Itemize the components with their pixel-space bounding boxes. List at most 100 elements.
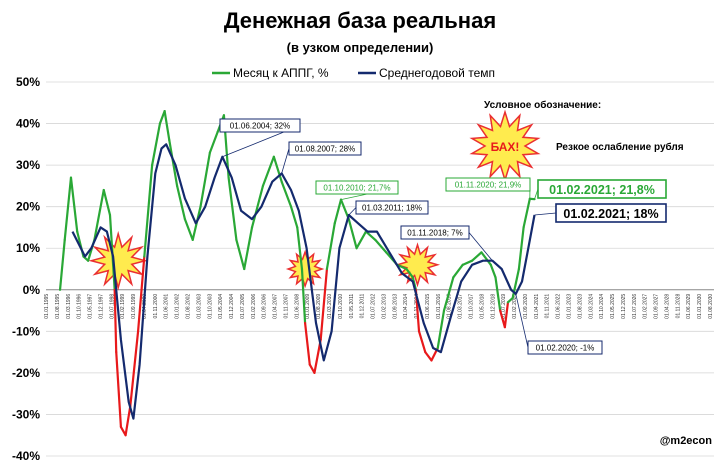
series-monthly-segment	[113, 288, 118, 354]
series-monthly-segment	[227, 176, 238, 242]
series-monthly-segment	[396, 263, 408, 271]
series-monthly-segment	[347, 218, 358, 250]
annotation-leader	[468, 232, 493, 261]
series-monthly-segment	[158, 109, 166, 125]
series-monthly-segment	[522, 197, 531, 229]
annotation-box	[219, 118, 301, 133]
legend-label-monthly: Месяц к АППГ, %	[233, 66, 329, 80]
series-monthly-segment	[176, 184, 187, 221]
series-monthly-segment	[303, 321, 311, 366]
x-tick-label: 01.01.1995	[44, 294, 50, 319]
watermark-text: @m2econ	[660, 435, 713, 447]
x-tick-label: 01.08.2002	[186, 294, 192, 319]
series-average-line	[71, 143, 536, 420]
x-tick-label: 01.05.2004	[218, 294, 224, 319]
crisis-burst	[285, 249, 325, 289]
x-tick-label: 01.05.1997	[88, 294, 94, 319]
x-tick-label: 01.12.1997	[98, 294, 104, 319]
series-monthly-segment	[355, 230, 368, 250]
annotation-leader	[281, 148, 290, 174]
legend-note-heading: Условное обозначение:	[484, 99, 601, 111]
x-tick-label: 01.04.2007	[273, 294, 279, 319]
series-monthly-segment	[296, 226, 304, 271]
y-tick-label: -20%	[12, 366, 40, 380]
x-tick-label: 01.05.2018	[479, 294, 485, 319]
series-monthly-segment	[280, 180, 293, 208]
annotation-label: 01.02.2021; 21,8%	[549, 183, 655, 197]
x-tick-label: 01.06.2015	[425, 294, 431, 319]
series-monthly-segment	[470, 251, 483, 262]
x-tick-label: 01.11.2021	[545, 294, 551, 319]
x-tick-label: 01.01.2030	[697, 294, 703, 319]
x-tick-label: 01.02.2006	[251, 294, 257, 319]
x-tick-label: 01.09.2027	[654, 294, 660, 319]
annotation-leader	[515, 293, 529, 348]
crisis-burst	[88, 230, 149, 291]
x-tick-label: 01.08.2009	[316, 294, 322, 319]
y-tick-label: 50%	[16, 75, 40, 89]
x-tick-label: 01.05.2011	[349, 294, 355, 319]
x-tick-label: 01.06.2001	[164, 294, 170, 319]
series-monthly-segment	[151, 122, 162, 167]
series-monthly-segment	[272, 155, 283, 183]
annotation-box	[527, 340, 603, 355]
x-tick-label: 01.03.1996	[66, 294, 72, 319]
x-tick-label: 01.10.2010	[338, 294, 344, 319]
series-monthly-segment	[424, 351, 433, 362]
x-tick-label: 01.06.2008	[294, 294, 300, 319]
x-tick-label: 01.12.2025	[621, 294, 627, 319]
y-tick-label: -10%	[12, 324, 40, 338]
series-monthly-segment	[243, 226, 254, 271]
series-monthly-segment	[208, 130, 219, 154]
series-monthly-segment	[364, 230, 377, 242]
x-tick-label: 01.02.1999	[120, 294, 126, 319]
series-monthly-segment	[102, 188, 112, 217]
x-tick-label: 01.09.2006	[262, 294, 268, 319]
y-tick-label: -40%	[12, 449, 40, 463]
x-tick-label: 01.04.2021	[534, 294, 540, 319]
x-tick-label: 01.02.2013	[381, 294, 387, 319]
series-monthly-segment	[199, 151, 211, 208]
x-tick-label: 01.01.2002	[175, 294, 181, 319]
y-tick-label: 20%	[16, 200, 40, 214]
series-monthly-segment	[405, 267, 414, 279]
x-tick-label: 01.09.2013	[392, 294, 398, 319]
series-monthly-segment	[250, 184, 265, 229]
series-monthly-segment	[374, 238, 388, 254]
x-tick-label: 01.01.2009	[305, 294, 311, 319]
chart-subtitle: (в узком определении)	[286, 40, 434, 55]
x-tick-label: 01.02.2020	[512, 294, 518, 319]
x-tick-label: 01.01.2023	[566, 294, 572, 319]
series-monthly-segment	[300, 267, 307, 325]
series-monthly-segment	[58, 238, 66, 291]
x-tick-label: 01.08.2016	[447, 294, 453, 319]
series-monthly-segment	[480, 251, 492, 266]
x-tick-label: 01.03.2024	[588, 294, 594, 319]
y-tick-label: -30%	[12, 407, 40, 421]
x-tick-label: 01.09.1999	[131, 294, 137, 319]
y-tick-label: 10%	[16, 241, 40, 255]
x-tick-label: 01.07.1998	[109, 294, 115, 319]
series-monthly-segment	[168, 139, 179, 187]
x-tick-label: 01.06.2029	[686, 294, 692, 319]
annotation-box	[288, 141, 362, 156]
x-tick-label: 01.10.2003	[207, 294, 213, 319]
x-tick-label: 01.05.2025	[610, 294, 616, 319]
y-tick-label: 40%	[16, 117, 40, 131]
series-monthly-segment	[261, 155, 275, 187]
series-monthly-segment	[417, 330, 427, 354]
annotation-box	[400, 225, 470, 240]
x-tick-label: 01.03.2017	[458, 294, 464, 319]
series-monthly-segment	[452, 263, 464, 279]
series-monthly-segment	[93, 188, 105, 242]
y-tick-label: 30%	[16, 158, 40, 172]
series-monthly-segment	[143, 164, 154, 258]
legend-burst-desc: Резкое ослабление рубля	[556, 141, 684, 153]
series-monthly-segment	[494, 276, 502, 312]
annotation-box	[315, 180, 399, 195]
x-tick-label: 01.04.2000	[142, 294, 148, 319]
series-monthly-segment	[461, 259, 474, 266]
x-tick-label: 01.09.2020	[523, 294, 529, 319]
annotation-label: 01.02.2021; 18%	[563, 207, 658, 221]
